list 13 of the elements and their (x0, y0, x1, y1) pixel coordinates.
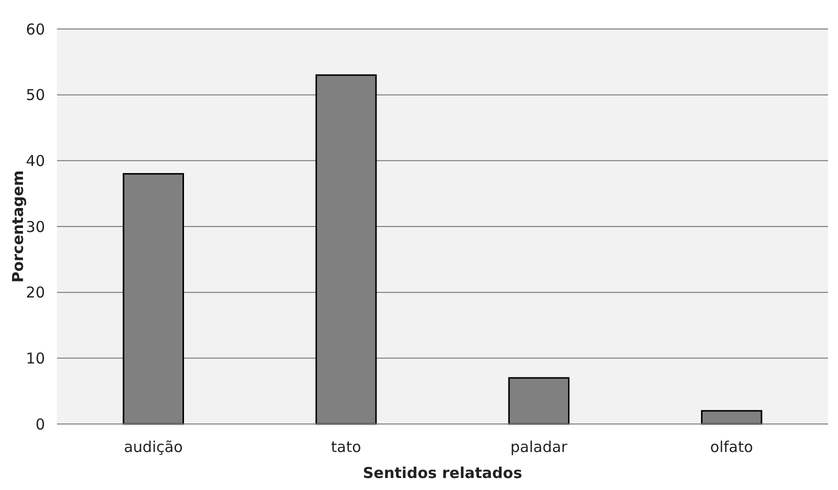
y-tick-label: 20 (26, 284, 45, 302)
y-axis-title: Porcentagem (9, 170, 27, 283)
y-tick-label: 40 (26, 152, 45, 170)
x-tick-label: paladar (510, 438, 568, 456)
y-tick-label: 30 (26, 218, 45, 236)
x-tick-label: tato (331, 438, 362, 456)
y-tick-label: 0 (35, 415, 45, 434)
y-tick-label: 10 (26, 349, 45, 368)
y-tick-label: 60 (26, 20, 45, 38)
y-tick-label: 50 (26, 86, 45, 104)
x-tick-label: audição (124, 438, 183, 456)
x-axis-title: Sentidos relatados (362, 464, 522, 482)
x-tick-label: olfato (710, 438, 754, 456)
